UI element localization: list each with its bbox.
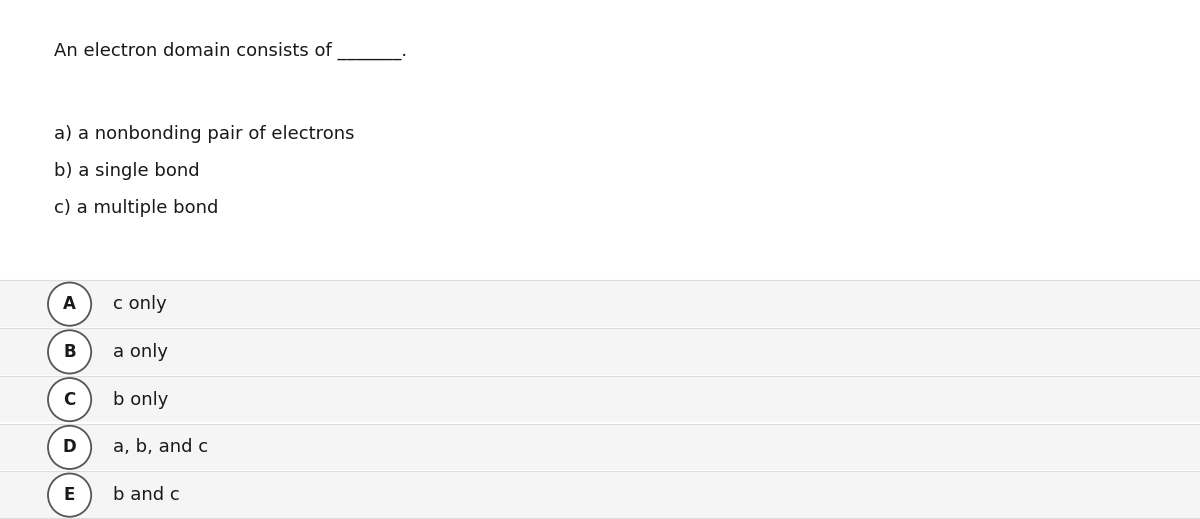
Ellipse shape bbox=[48, 473, 91, 517]
Ellipse shape bbox=[48, 282, 91, 326]
Text: c only: c only bbox=[113, 295, 167, 313]
Text: b only: b only bbox=[113, 391, 168, 408]
Text: a) a nonbonding pair of electrons: a) a nonbonding pair of electrons bbox=[54, 125, 354, 143]
Text: B: B bbox=[64, 343, 76, 361]
Text: An electron domain consists of _______.: An electron domain consists of _______. bbox=[54, 42, 407, 60]
Text: a only: a only bbox=[113, 343, 168, 361]
Ellipse shape bbox=[48, 378, 91, 421]
Ellipse shape bbox=[48, 426, 91, 469]
Text: b) a single bond: b) a single bond bbox=[54, 162, 199, 180]
Text: A: A bbox=[64, 295, 76, 313]
FancyBboxPatch shape bbox=[0, 425, 1200, 470]
Text: C: C bbox=[64, 391, 76, 408]
Text: c) a multiple bond: c) a multiple bond bbox=[54, 199, 218, 217]
Text: E: E bbox=[64, 486, 76, 504]
Text: a, b, and c: a, b, and c bbox=[113, 439, 208, 456]
FancyBboxPatch shape bbox=[0, 377, 1200, 422]
FancyBboxPatch shape bbox=[0, 329, 1200, 375]
Ellipse shape bbox=[48, 330, 91, 374]
FancyBboxPatch shape bbox=[0, 281, 1200, 327]
Text: D: D bbox=[62, 439, 77, 456]
Text: b and c: b and c bbox=[113, 486, 180, 504]
FancyBboxPatch shape bbox=[0, 472, 1200, 518]
